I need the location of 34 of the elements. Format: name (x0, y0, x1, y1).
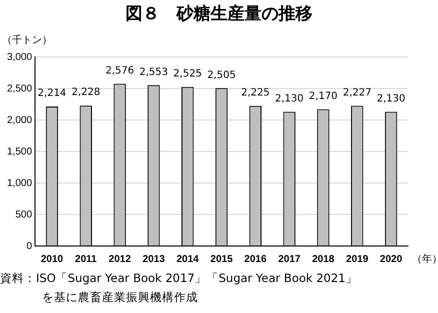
y-tick-label: 0 (26, 240, 32, 252)
x-tick-label: 2019 (346, 254, 369, 265)
data-label: 2,228 (72, 87, 100, 98)
y-tick-label: 500 (15, 209, 32, 220)
data-label: 2,553 (139, 66, 168, 78)
y-tick-label: 3,000 (6, 52, 32, 63)
data-label: 2,225 (241, 87, 270, 98)
data-label: 2,505 (207, 70, 236, 81)
data-label: 2,576 (105, 65, 134, 76)
data-label: 2,214 (38, 88, 66, 100)
data-label: 2,227 (342, 87, 372, 98)
x-tick-label: 2018 (312, 254, 335, 265)
y-tick-label: 1,500 (6, 146, 32, 158)
data-label: 2,130 (376, 93, 406, 104)
chart-title: 図８ 砂糖生産量の推移 (124, 3, 314, 25)
y-tick-label: 2,000 (6, 114, 32, 126)
y-tick-label: 1,000 (6, 178, 32, 189)
x-tick-label: 2011 (75, 254, 98, 265)
y-axis-title: （千トン） (2, 34, 52, 47)
y-tick-label: 2,500 (6, 83, 32, 94)
x-tick-label: 2014 (176, 254, 200, 265)
x-tick-label: 2012 (108, 254, 132, 265)
x-tick-label: 2015 (210, 254, 234, 265)
data-label: 2,170 (308, 90, 338, 102)
x-tick-label: 2010 (40, 254, 64, 265)
x-tick-label: 2013 (142, 254, 166, 265)
x-tick-label: 2017 (278, 254, 301, 265)
x-tick-label: 2016 (244, 254, 267, 265)
x-tick-label: 2020 (380, 254, 403, 265)
data-label: 2,130 (275, 93, 304, 104)
text: を基に農畜産業振興機構作成 (42, 290, 198, 305)
text: 資料：ISO「Sugar Year Book 2017」「Sugar Year Book 2021」 (0, 271, 358, 286)
data-label: 2,525 (173, 68, 202, 80)
x-axis-title: （年） (412, 253, 438, 266)
